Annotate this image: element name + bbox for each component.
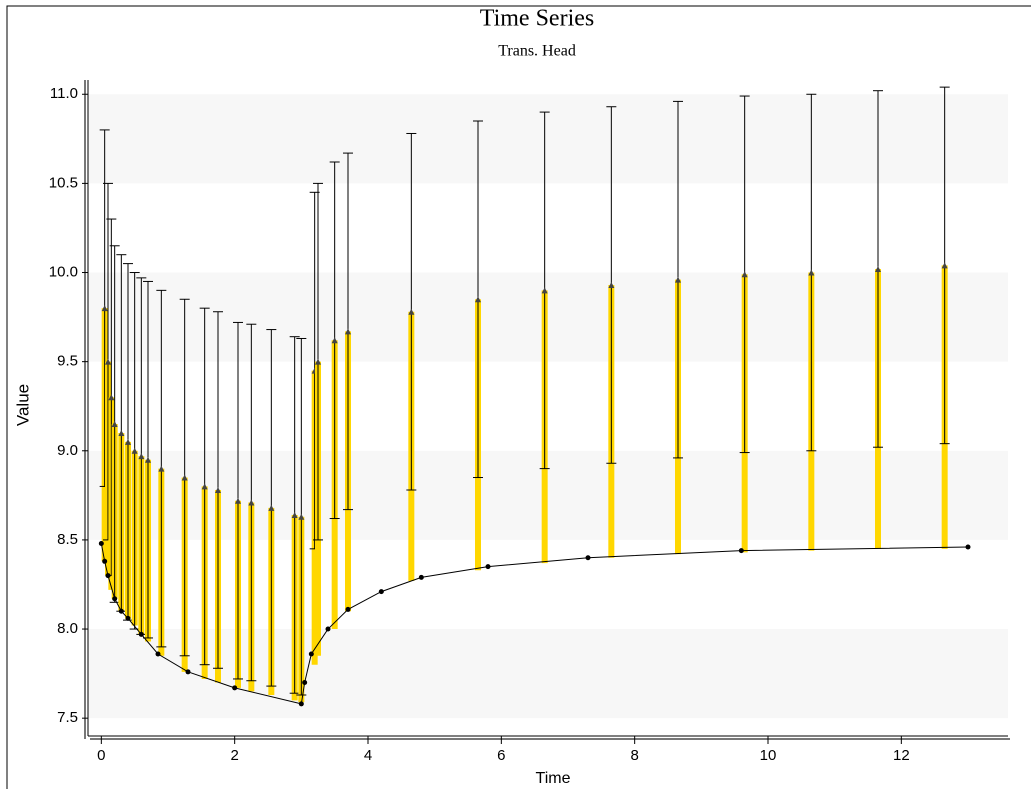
point xyxy=(302,680,308,686)
frame xyxy=(6,5,1031,789)
y-tick-label: 8.0 xyxy=(57,620,78,637)
y-tick-label: 7.5 xyxy=(57,709,78,726)
point xyxy=(378,589,384,595)
y-axis-label: Value xyxy=(13,384,32,426)
band xyxy=(88,94,1008,184)
mean-marker xyxy=(248,499,255,506)
chart-subtitle: Trans. Head xyxy=(498,43,576,60)
point xyxy=(298,701,304,707)
x-tick-label: 6 xyxy=(497,747,505,764)
mean-marker xyxy=(541,287,548,294)
point xyxy=(308,651,314,657)
mean-marker xyxy=(875,265,881,272)
mean-marker xyxy=(941,262,948,269)
mean-marker xyxy=(235,497,241,504)
y-tick-label: 10.5 xyxy=(49,174,78,191)
x-tick-label: 10 xyxy=(760,747,777,764)
mean-marker xyxy=(331,337,338,344)
point xyxy=(155,651,161,657)
x-tick-label: 0 xyxy=(97,747,105,764)
x-tick-label: 12 xyxy=(893,747,910,764)
point xyxy=(125,615,131,621)
mean-marker xyxy=(291,511,298,518)
mean-marker xyxy=(108,394,115,401)
point xyxy=(485,564,491,570)
point xyxy=(118,608,124,614)
y-tick-label: 11.0 xyxy=(50,85,78,102)
mean-marker xyxy=(201,483,208,490)
mean-marker xyxy=(675,276,681,283)
band xyxy=(88,629,1008,719)
mean-marker xyxy=(138,453,145,460)
mean-marker xyxy=(181,474,188,481)
x-tick-label: 4 xyxy=(364,747,372,764)
chart-title: Time Series xyxy=(480,6,594,32)
y-tick-label: 9.0 xyxy=(57,442,78,459)
mean-marker xyxy=(315,358,321,365)
point xyxy=(965,544,971,550)
y-tick-label: 9.5 xyxy=(57,353,78,370)
mean-marker xyxy=(131,447,138,454)
mean-marker xyxy=(268,504,275,511)
mean-marker xyxy=(741,271,748,278)
mean-marker xyxy=(808,269,815,276)
mean-marker xyxy=(101,305,108,312)
point xyxy=(185,669,191,675)
y-tick-label: 8.5 xyxy=(57,531,78,548)
mean-marker xyxy=(345,328,351,335)
band xyxy=(88,450,1008,540)
point xyxy=(98,540,104,546)
point xyxy=(112,596,118,602)
band xyxy=(88,272,1008,362)
point xyxy=(105,573,111,579)
mean-marker xyxy=(475,296,481,303)
point xyxy=(232,685,238,691)
x-axis-label: Time xyxy=(536,770,571,787)
mean-marker xyxy=(145,456,151,463)
mean-marker xyxy=(125,438,131,445)
point xyxy=(418,574,424,580)
point xyxy=(585,555,591,561)
point xyxy=(102,558,108,564)
point xyxy=(138,631,144,637)
x-tick-label: 2 xyxy=(230,747,238,764)
mean-marker xyxy=(105,358,111,365)
y-tick-label: 10.0 xyxy=(49,263,78,280)
mean-marker xyxy=(215,487,221,493)
x-tick-label: 8 xyxy=(630,747,638,764)
mean-marker xyxy=(298,513,305,520)
mean-marker xyxy=(158,465,165,472)
mean-marker xyxy=(111,421,118,428)
mean-marker xyxy=(118,429,125,436)
point xyxy=(345,606,351,612)
point xyxy=(738,548,744,554)
mean-marker xyxy=(608,282,615,288)
point xyxy=(325,626,331,632)
mean-marker xyxy=(408,308,415,315)
